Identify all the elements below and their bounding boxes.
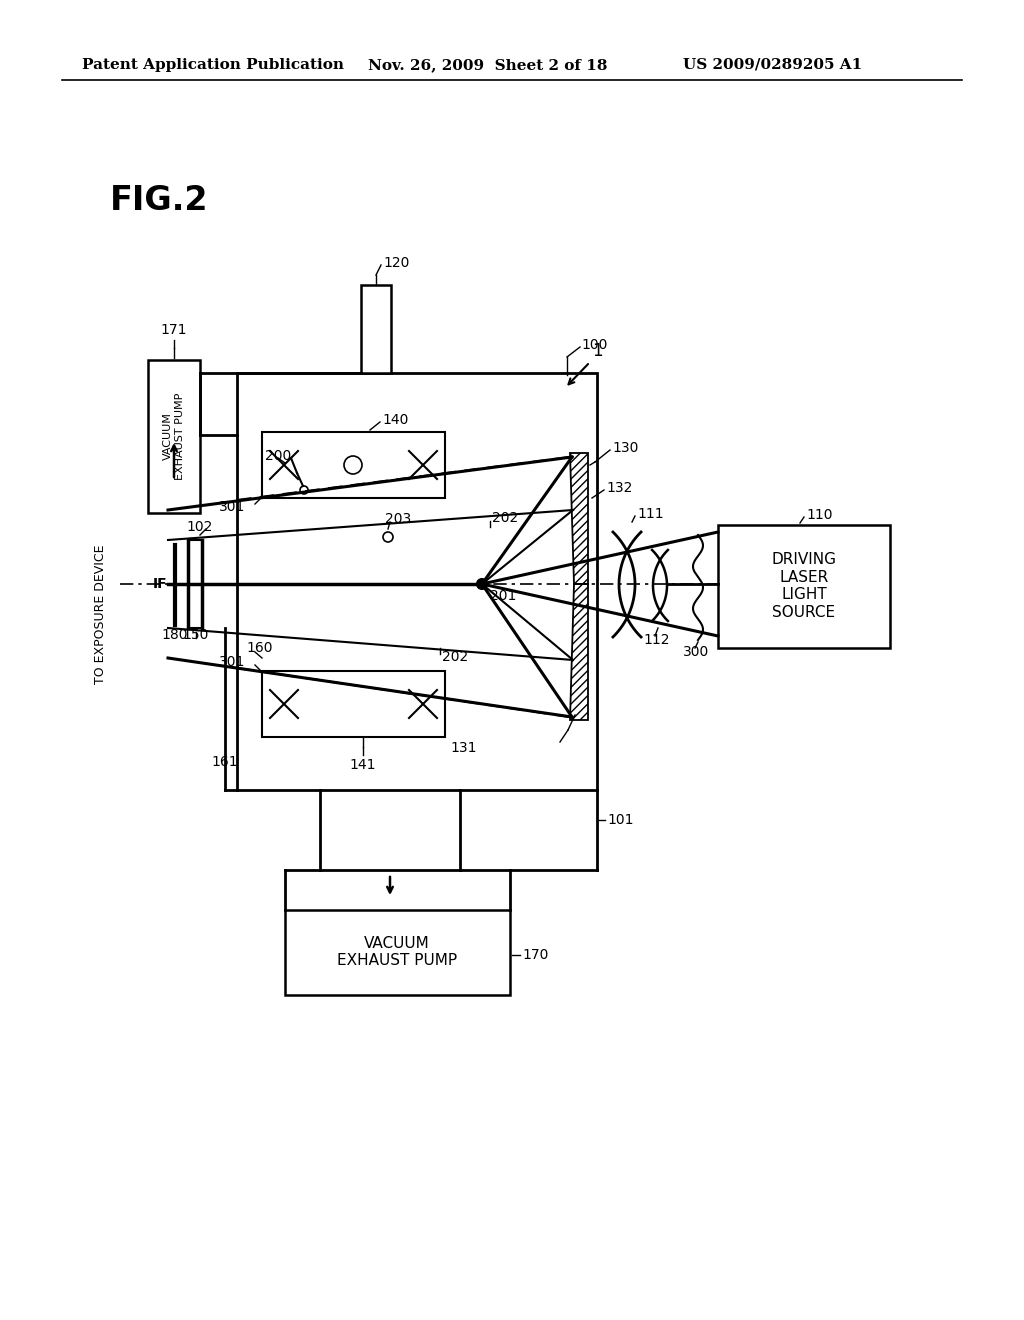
Text: 170: 170 [522,948,549,962]
Text: 130: 130 [612,441,638,455]
Text: 202: 202 [442,649,468,664]
Bar [285,909,510,995]
Text: FIG.2: FIG.2 [110,183,209,216]
Bar [262,432,445,498]
Text: Nov. 26, 2009  Sheet 2 of 18: Nov. 26, 2009 Sheet 2 of 18 [368,58,607,73]
Bar [361,285,391,374]
Text: 160: 160 [246,642,272,655]
Text: VACUUM
EXHAUST PUMP: VACUUM EXHAUST PUMP [163,392,184,479]
Text: 120: 120 [383,256,410,271]
Text: 150: 150 [183,628,209,642]
Text: 141: 141 [350,758,376,772]
Bar [262,671,445,737]
Text: 300: 300 [683,645,710,659]
Text: 131: 131 [450,741,476,755]
Text: 1: 1 [592,342,603,360]
Circle shape [383,532,393,543]
Text: 180: 180 [162,628,188,642]
Text: 100: 100 [581,338,607,352]
Text: 110: 110 [806,508,833,521]
Text: US 2009/0289205 A1: US 2009/0289205 A1 [683,58,862,73]
Text: 200: 200 [265,449,291,463]
Polygon shape [570,583,588,719]
Text: 203: 203 [385,512,412,525]
Text: DRIVING
LASER
LIGHT
SOURCE: DRIVING LASER LIGHT SOURCE [771,552,837,619]
Text: 202: 202 [492,511,518,525]
Text: 201: 201 [490,589,516,603]
Circle shape [477,579,487,589]
Text: TO EXPOSURE DEVICE: TO EXPOSURE DEVICE [93,544,106,684]
Text: Patent Application Publication: Patent Application Publication [82,58,344,73]
Text: 111: 111 [637,507,664,521]
Text: 132: 132 [606,480,633,495]
Text: 112: 112 [643,634,670,647]
Bar [148,360,200,513]
Text: 102: 102 [186,520,212,535]
Bar [718,525,890,648]
Text: 301: 301 [219,500,245,513]
Text: 161: 161 [212,755,239,770]
Text: 101: 101 [607,813,634,828]
Text: 171: 171 [161,323,187,337]
Circle shape [344,455,362,474]
Bar [237,374,597,789]
Polygon shape [570,453,588,583]
Circle shape [300,486,308,494]
Text: 140: 140 [382,413,409,426]
Text: IF: IF [153,577,167,591]
Text: 301: 301 [219,655,245,669]
Text: VACUUM
EXHAUST PUMP: VACUUM EXHAUST PUMP [337,936,457,968]
